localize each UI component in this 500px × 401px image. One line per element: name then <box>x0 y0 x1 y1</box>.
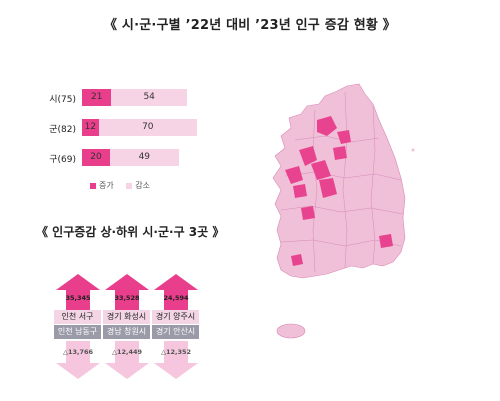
korea-map <box>272 83 415 339</box>
district-lines <box>280 91 404 273</box>
increase-name: 경기 화성시 <box>103 310 150 324</box>
increase-arrow <box>105 274 149 312</box>
legend-label-decrease: 감소 <box>135 181 151 190</box>
decrease-value: △13,766 <box>62 348 94 356</box>
increase-name: 경기 양주시 <box>152 310 199 324</box>
increase-regions <box>285 116 393 266</box>
increase-value: 33,528 <box>114 294 140 302</box>
ulleung-island <box>411 148 415 152</box>
increase-name: 인천 서구 <box>54 310 101 324</box>
legend-label-increase: 증가 <box>99 181 114 190</box>
decrease-arrow <box>56 341 100 379</box>
section-subtitle: 《 인구증감 상·하위 시·군·구 3곳 》 <box>36 225 225 239</box>
decrease-name: 경남 창원시 <box>103 325 150 339</box>
decrease-value: △12,449 <box>111 348 143 356</box>
decrease-name: 경기 안산시 <box>152 325 199 339</box>
decrease-name: 인천 남동구 <box>54 325 101 339</box>
decrease-arrow <box>105 341 149 379</box>
bar-segment-increase: 12 <box>82 119 99 136</box>
jeju-island <box>276 323 306 339</box>
page-title: 《 시·군·구별 ’22년 대비 ’23년 인구 증감 현황 》 <box>104 18 396 33</box>
increase-arrow <box>56 274 100 312</box>
bar-segment-decrease: 70 <box>98 119 197 136</box>
legend-swatch-decrease <box>126 182 133 189</box>
increase-value: 35,345 <box>65 294 91 302</box>
bar-segment-decrease: 54 <box>111 89 187 106</box>
bar-segment-increase: 21 <box>82 89 112 106</box>
chart-legend: 증가 감소 <box>90 180 160 191</box>
increase-value: 24,594 <box>163 294 189 302</box>
increase-arrow <box>154 274 198 312</box>
row-label: 군(82) <box>49 125 76 135</box>
row-label: 시(75) <box>49 95 76 105</box>
bar-segment-decrease: 49 <box>110 149 179 166</box>
decrease-arrow <box>154 341 198 379</box>
legend-swatch-increase <box>90 182 96 189</box>
row-label: 구(69) <box>49 155 76 165</box>
bar-segment-increase: 20 <box>82 149 110 166</box>
mainland-region <box>272 83 406 279</box>
decrease-value: △12,352 <box>160 348 192 356</box>
